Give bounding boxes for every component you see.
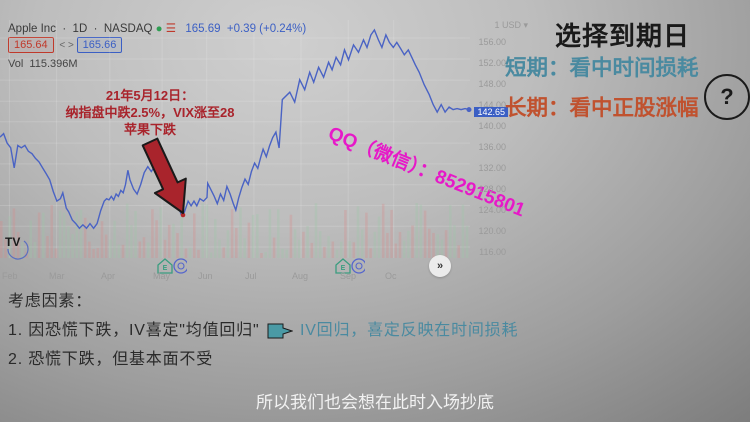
svg-text:苹果下跌: 苹果下跌	[124, 122, 177, 137]
svg-text:纳指盘中跌2.5%，VIX涨至28: 纳指盘中跌2.5%，VIX涨至28	[65, 105, 234, 120]
svg-text:21年5月12日：: 21年5月12日：	[106, 88, 194, 103]
svg-text:TV: TV	[5, 235, 20, 249]
